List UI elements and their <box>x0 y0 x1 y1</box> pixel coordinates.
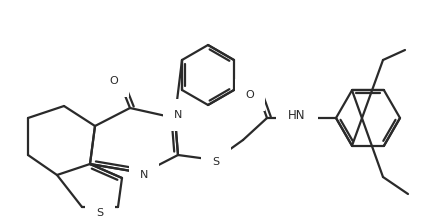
Text: S: S <box>97 208 104 218</box>
Text: S: S <box>212 157 219 167</box>
Text: O: O <box>246 90 254 100</box>
Text: N: N <box>140 170 148 180</box>
Text: O: O <box>110 76 118 86</box>
Text: HN: HN <box>288 108 306 121</box>
Text: N: N <box>174 110 182 120</box>
